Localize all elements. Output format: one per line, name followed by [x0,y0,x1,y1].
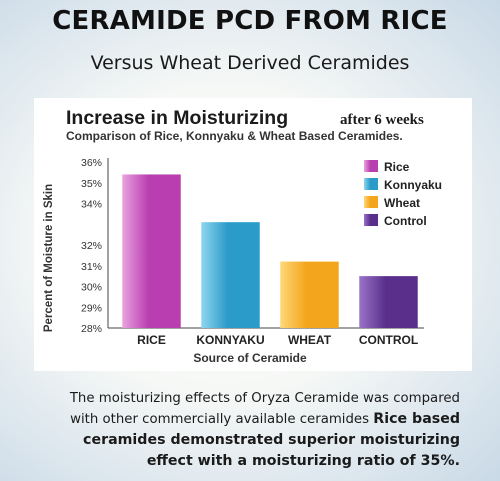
y-tick-label: 29% [81,302,102,314]
chart-title-suffix: after 6 weeks [340,112,424,128]
legend-label: Konnyaku [384,178,442,192]
caption: The moisturizing effects of Oryza Cerami… [0,388,460,472]
legend-label: Control [384,214,427,228]
moisturizing-bar-chart: Increase in Moisturizing after 6 weeks C… [43,107,442,365]
legend-swatch [364,214,378,226]
y-tick-label: 31% [81,261,102,273]
legend-swatch [364,196,378,208]
y-tick-label: 30% [81,282,102,294]
caption-line-4: effect with a moisturizing ratio of 35%. [146,453,460,469]
y-tick-label: 28% [81,323,102,335]
y-tick-label: 35% [81,178,102,190]
x-tick-label: KONNYAKU [196,333,264,347]
slide-subtitle: Versus Wheat Derived Ceramides [90,52,410,74]
caption-line-2: with other commercially available cerami… [70,412,374,427]
x-tick-label: RICE [137,333,166,347]
bar-wheat [280,261,339,328]
x-tick-labels: RICE KONNYAKU WHEAT CONTROL [137,333,418,347]
x-axis-label: Source of Ceramide [193,351,307,365]
caption-line-3: ceramides demonstrated superior moisturi… [83,432,460,448]
bar-group [122,174,418,328]
y-tick-label: 32% [81,240,102,252]
bar-control [359,276,418,328]
bar-rice [122,174,181,328]
y-tick-label: 36% [81,157,102,169]
caption-line-1: The moisturizing effects of Oryza Cerami… [69,391,460,406]
chart-card: Increase in Moisturizing after 6 weeks C… [34,98,472,371]
y-tick-label: 34% [81,199,102,211]
slide-title: CERAMIDE PCD FROM RICE [52,6,448,36]
legend-label: Wheat [384,196,420,210]
legend-swatch [364,160,378,172]
legend-label: Rice [384,160,410,174]
x-tick-label: WHEAT [288,333,332,347]
y-tick-labels: 28% 29% 30% 31% 32% 34% 35% 36% [81,157,102,335]
y-axis-label: Percent of Moisture in Skin [43,184,55,332]
x-tick-label: CONTROL [359,333,418,347]
caption-line-2-bold: Rice based [373,411,460,427]
chart-title: Increase in Moisturizing [66,107,288,129]
bar-konnyaku [201,222,260,328]
legend: Rice Konnyaku Wheat Control [364,160,442,228]
legend-swatch [364,178,378,190]
chart-subtitle: Comparison of Rice, Konnyaku & Wheat Bas… [66,129,403,143]
